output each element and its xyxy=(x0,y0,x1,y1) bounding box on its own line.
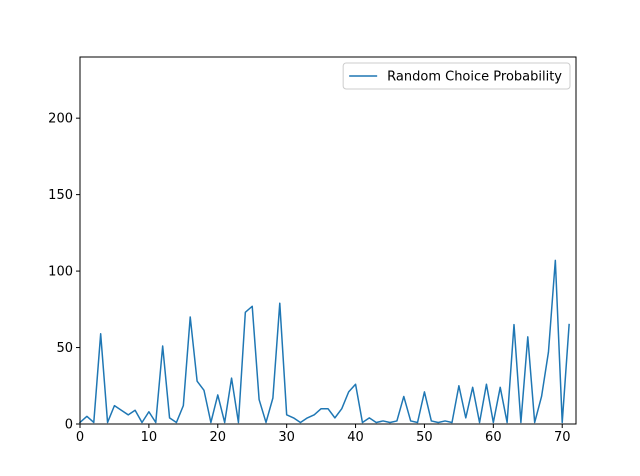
series xyxy=(78,259,570,424)
ticks: 0 10 20 30 40 50 60 70 0 50 100 150 200 xyxy=(48,112,570,445)
x-tick-label: 0 xyxy=(76,430,84,445)
x-tick-label: 30 xyxy=(278,430,295,445)
x-tick-label: 70 xyxy=(554,430,571,445)
x-tick-label: 20 xyxy=(210,430,227,445)
legend-box xyxy=(342,62,571,90)
x-tick-label: 10 xyxy=(141,430,158,445)
x-tick-label: 50 xyxy=(416,430,433,445)
x-tick-label: 40 xyxy=(347,430,364,445)
x-tick-label: 60 xyxy=(485,430,502,445)
y-tick-label: 150 xyxy=(48,188,73,203)
legend: Random Choice Probability xyxy=(342,62,571,90)
y-tick-label: 100 xyxy=(48,265,73,280)
legend-label: Random Choice Probability xyxy=(387,70,562,85)
axes-frame xyxy=(79,56,577,425)
y-tick-label: 0 xyxy=(65,418,73,433)
y-tick-label: 200 xyxy=(48,112,73,127)
series-line xyxy=(78,259,570,424)
y-tick-label: 50 xyxy=(56,341,73,356)
